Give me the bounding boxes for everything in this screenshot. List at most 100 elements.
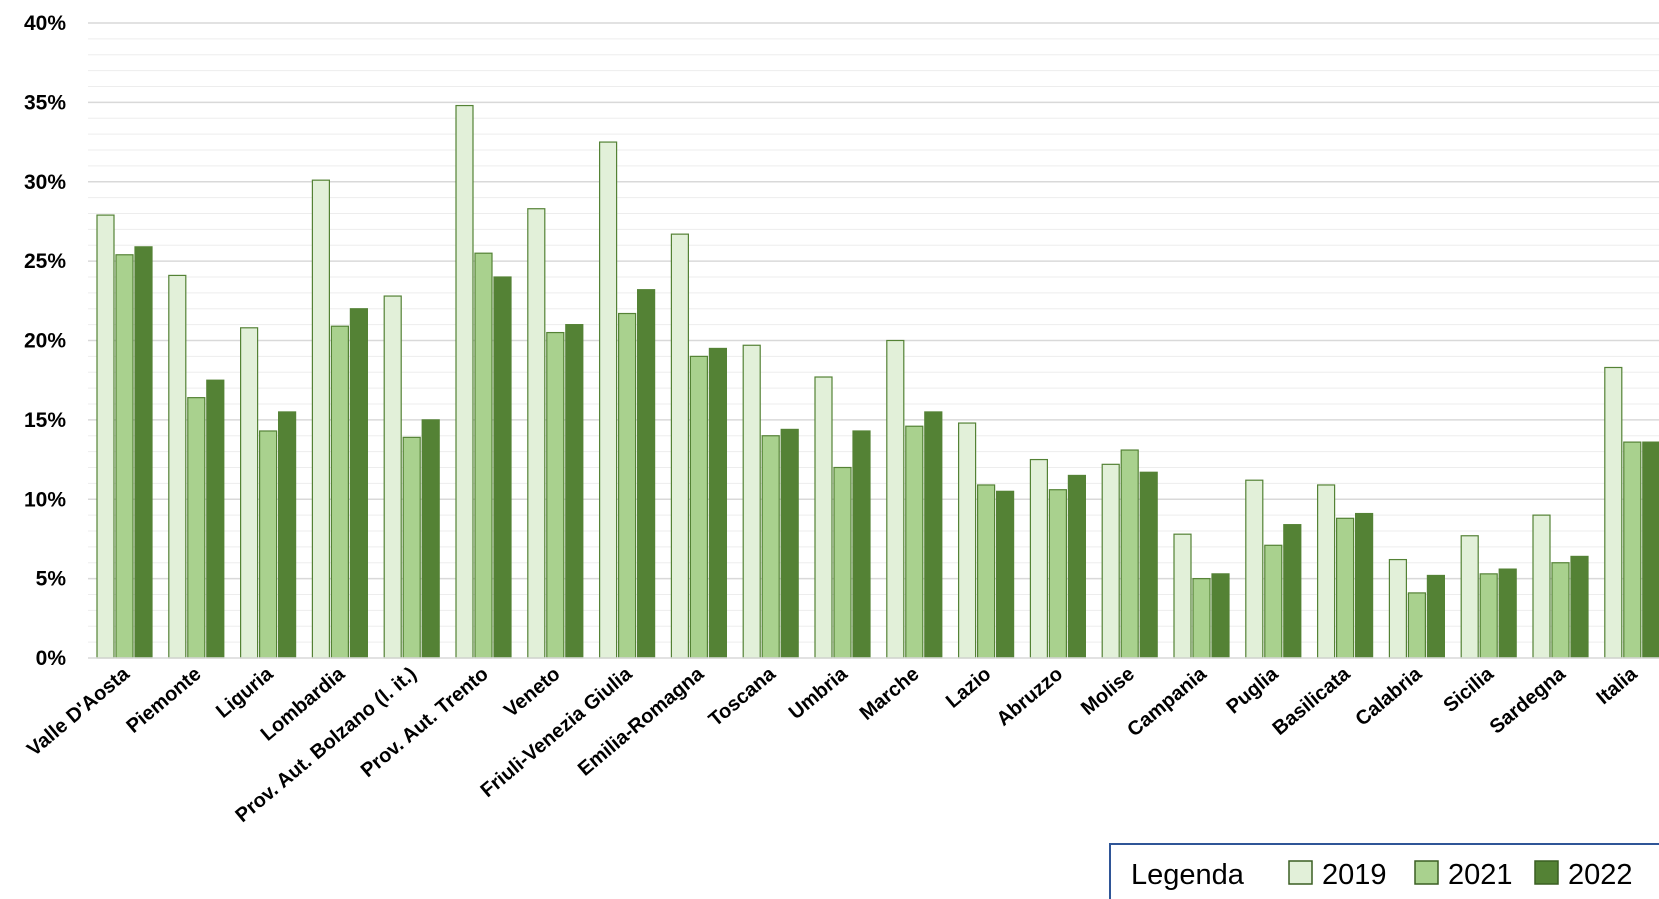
legend-swatch-2019 [1288,860,1313,885]
bar-2021 [1407,592,1427,659]
bar-2021 [761,435,780,659]
bar-2019 [1604,366,1623,659]
bar-2019 [742,344,761,659]
bar-2021 [474,252,493,659]
bar-2021 [976,484,996,659]
bar-2021 [1192,578,1211,659]
bar-2019 [168,274,187,659]
bar-2021 [115,254,134,659]
x-tick-label: Veneto [500,663,564,722]
bar-2022 [708,347,728,659]
y-tick-label: 35% [24,91,66,114]
bar-2019 [1173,533,1192,659]
bar-2022 [421,419,440,659]
bar-2019 [598,141,618,659]
x-tick-label: Liguria [212,662,278,722]
y-tick-label: 40% [24,12,66,35]
bar-2019 [311,179,330,659]
bar-2019 [383,295,402,659]
bar-2019 [240,327,259,659]
bar-2022 [1426,574,1446,659]
x-tick-label: Toscana [705,662,781,731]
x-tick-label: Prov. Aut. Trento [357,663,493,782]
bar-2019 [814,376,833,659]
y-tick-label: 0% [36,647,67,670]
bar-2021 [330,325,349,659]
x-tick-label: Sardegna [1486,662,1571,738]
legend-label-2022: 2022 [1568,859,1633,891]
y-tick-label: 10% [24,488,66,511]
bar-2019 [1029,458,1049,659]
bar-2019 [670,233,690,659]
bar-2021 [689,355,709,659]
bar-2021 [259,430,278,659]
bar-2021 [546,331,565,659]
bar-2019 [1245,479,1264,659]
bar-2022 [206,379,225,659]
bar-2022 [1139,471,1158,659]
bar-2021 [1120,449,1139,659]
x-tick-label: Campania [1123,662,1211,741]
x-tick-label: Molise [1077,663,1139,720]
bar-2021 [1479,573,1498,659]
y-tick-label: 30% [24,171,66,194]
bar-2021 [1048,489,1068,659]
bar-2019 [96,214,115,659]
bar-2022 [1354,512,1374,659]
legend-swatch-2022 [1534,860,1559,885]
x-tick-label: Calabria [1352,662,1427,730]
x-tick-label: Umbria [785,662,853,724]
legend-box [1109,843,1659,899]
bar-2022 [636,289,656,659]
bar-2021 [617,312,637,659]
bars [96,104,1659,659]
bar-2019 [527,208,546,659]
legend: Legenda 2019 2021 2022 [1109,843,1659,899]
bar-2022 [1642,441,1659,659]
bar-2022 [278,411,297,659]
bar-2021 [402,436,421,659]
bar-2022 [349,308,368,659]
x-tick-label: Marche [856,663,924,725]
y-axis-tick-labels: 0% 5% 10% 15% 20% 25% 30% 35% 40% [24,12,66,670]
bar-2022 [1283,524,1302,659]
y-tick-label: 15% [24,409,66,432]
bar-2022 [493,276,512,659]
bar-2022 [924,411,943,659]
bar-2019 [1460,535,1479,659]
bar-2022 [1570,555,1589,659]
bar-2019 [1532,514,1551,659]
bar-2021 [1264,544,1283,659]
bar-2022 [780,428,799,659]
x-tick-label: Puglia [1222,662,1283,718]
bar-2019 [455,104,474,659]
x-tick-label: Basilicata [1269,662,1355,739]
bar-2022 [1211,573,1230,659]
y-tick-label: 25% [24,250,66,273]
bar-2019 [1388,558,1408,659]
bar-2022 [1498,568,1517,659]
x-tick-label: Abruzzo [993,663,1068,731]
y-tick-label: 5% [36,568,67,591]
x-tick-label: Valle D'Aosta [23,662,134,760]
legend-label-2021: 2021 [1448,859,1513,891]
bar-2019 [1101,463,1120,659]
bar-2019 [886,339,905,659]
legend-title: Legenda [1131,859,1245,891]
y-tick-label: 20% [24,330,66,353]
bar-2022 [852,430,871,659]
bar-2021 [187,397,206,659]
legend-swatch-2021 [1414,860,1439,885]
x-tick-label: Emilia-Romagna [574,662,709,780]
legend-items: 2019 2021 2022 [1288,859,1633,891]
bar-2022 [995,490,1015,659]
x-tick-label: Piemonte [122,663,205,738]
bar-2021 [833,466,852,659]
bar-2019 [1316,484,1336,659]
bar-2021 [905,425,924,659]
bar-2021 [1335,517,1355,659]
x-tick-label: Sicilia [1439,662,1498,717]
